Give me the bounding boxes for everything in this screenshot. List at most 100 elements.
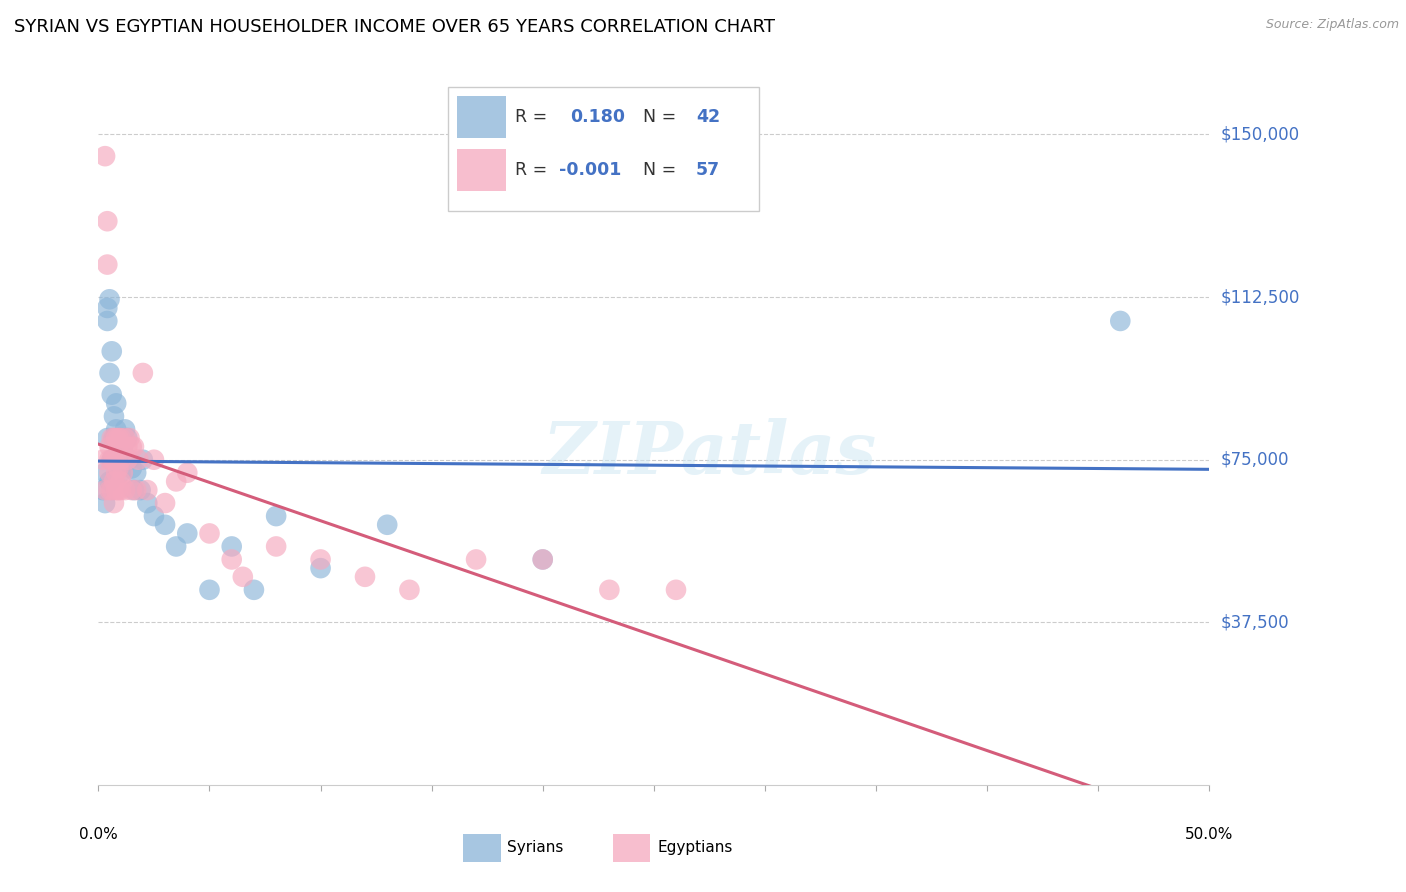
Point <box>375 517 398 532</box>
Point <box>105 431 128 445</box>
Text: $150,000: $150,000 <box>1220 126 1299 144</box>
Point <box>143 452 166 467</box>
Text: Source: ZipAtlas.com: Source: ZipAtlas.com <box>1265 18 1399 31</box>
Point <box>354 570 377 584</box>
Point <box>94 483 117 497</box>
Point <box>143 509 166 524</box>
Point <box>121 461 143 475</box>
Point <box>114 483 136 497</box>
Point <box>91 452 114 467</box>
Point <box>96 431 118 445</box>
Point <box>98 452 121 467</box>
Point <box>110 483 132 497</box>
Point <box>127 452 149 467</box>
Point <box>111 466 134 480</box>
Text: 57: 57 <box>696 161 720 179</box>
Point <box>94 496 117 510</box>
Point <box>132 452 155 467</box>
Text: 0.180: 0.180 <box>571 108 626 126</box>
Point <box>198 526 221 541</box>
Point <box>125 466 148 480</box>
Text: R =: R = <box>515 161 547 179</box>
Point <box>110 452 132 467</box>
Point <box>118 452 141 467</box>
Point <box>111 440 134 454</box>
Point <box>118 431 141 445</box>
Point <box>598 582 620 597</box>
FancyBboxPatch shape <box>457 149 506 191</box>
Text: R =: R = <box>515 108 547 126</box>
Point <box>136 496 159 510</box>
Point <box>117 440 139 454</box>
Point <box>153 517 176 532</box>
Point <box>103 431 125 445</box>
Point <box>465 552 488 566</box>
Text: -0.001: -0.001 <box>560 161 621 179</box>
Point <box>232 570 254 584</box>
Point <box>105 466 128 480</box>
Point <box>531 552 554 566</box>
Point <box>105 396 128 410</box>
Point <box>125 483 148 497</box>
Point <box>103 475 125 489</box>
Point <box>243 582 266 597</box>
Point <box>100 387 122 401</box>
Text: 42: 42 <box>696 108 720 126</box>
Point <box>105 422 128 436</box>
Point <box>107 440 129 454</box>
Point <box>105 452 128 467</box>
Point <box>136 483 159 497</box>
Point <box>100 431 122 445</box>
Point <box>98 293 121 307</box>
Point <box>264 509 287 524</box>
Point <box>98 466 121 480</box>
Point <box>153 496 176 510</box>
FancyBboxPatch shape <box>449 87 759 211</box>
Text: $37,500: $37,500 <box>1220 614 1289 632</box>
Point <box>117 452 139 467</box>
Point <box>103 409 125 424</box>
Text: SYRIAN VS EGYPTIAN HOUSEHOLDER INCOME OVER 65 YEARS CORRELATION CHART: SYRIAN VS EGYPTIAN HOUSEHOLDER INCOME OV… <box>14 18 775 36</box>
Point <box>107 431 129 445</box>
Point <box>94 149 117 163</box>
Point <box>98 440 121 454</box>
Point <box>1109 314 1132 328</box>
Text: N =: N = <box>643 161 676 179</box>
Text: $112,500: $112,500 <box>1220 288 1299 306</box>
Point <box>132 366 155 380</box>
Point <box>107 483 129 497</box>
Point <box>114 422 136 436</box>
Point <box>98 366 121 380</box>
Point <box>96 258 118 272</box>
FancyBboxPatch shape <box>613 834 651 862</box>
Point <box>100 483 122 497</box>
Point <box>531 552 554 566</box>
Text: $75,000: $75,000 <box>1220 450 1289 468</box>
Point <box>111 440 134 454</box>
Point <box>100 344 122 359</box>
Point <box>103 431 125 445</box>
Point <box>309 552 332 566</box>
Point <box>165 540 187 554</box>
Point <box>100 452 122 467</box>
Point <box>114 431 136 445</box>
Point <box>176 526 198 541</box>
Point <box>176 466 198 480</box>
Point <box>103 496 125 510</box>
Text: 50.0%: 50.0% <box>1185 827 1233 842</box>
Point <box>221 540 243 554</box>
Point <box>96 301 118 315</box>
Point <box>122 483 145 497</box>
Point <box>103 452 125 467</box>
Point <box>98 483 121 497</box>
Point <box>398 582 420 597</box>
Point <box>107 440 129 454</box>
Text: Syrians: Syrians <box>508 840 564 855</box>
Point <box>117 431 139 445</box>
Point <box>110 475 132 489</box>
Point <box>91 483 114 497</box>
Text: ZIPatlas: ZIPatlas <box>543 418 876 489</box>
Point <box>309 561 332 575</box>
Point <box>129 483 152 497</box>
Text: N =: N = <box>643 108 676 126</box>
